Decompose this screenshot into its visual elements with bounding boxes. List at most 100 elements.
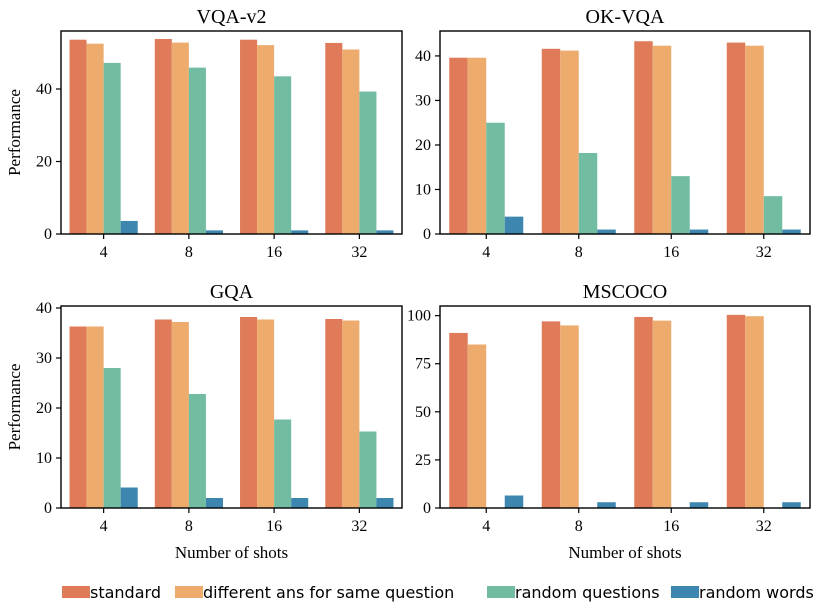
bar-random-words-32: [782, 502, 801, 508]
y-tick-label: 40: [36, 81, 52, 98]
bar-standard-16: [634, 316, 653, 508]
bar-different-ans-for-same-question-16: [652, 45, 672, 234]
chart-title: MSCOCO: [583, 281, 667, 303]
bar-random-questions-4: [103, 62, 121, 235]
bar-random-questions-8: [578, 152, 598, 234]
bar-random-questions-16: [671, 176, 690, 234]
bar-random-words-4: [504, 495, 524, 508]
bar-standard-8: [541, 321, 561, 508]
bar-random-questions-8: [188, 67, 206, 234]
legend-swatch: [175, 586, 203, 598]
bar-standard-32: [726, 314, 746, 508]
legend-swatch: [487, 586, 515, 598]
bar-different-ans-for-same-question-16: [257, 45, 275, 234]
plot-frame: [60, 30, 403, 235]
y-tick-label: 30: [415, 92, 431, 109]
legend-swatch: [671, 586, 699, 598]
bar-different-ans-for-same-question-8: [171, 322, 189, 508]
y-tick-label: 10: [415, 181, 431, 198]
plot-frame: [60, 305, 403, 509]
bar-different-ans-for-same-question-8: [171, 42, 189, 234]
chart-ok-vqa: 0 10 20 30 40 4 8 16 32 OK-VQA: [415, 6, 811, 261]
bar-standard-4: [69, 326, 87, 508]
x-tick-label: 32: [351, 244, 367, 261]
bar-different-ans-for-same-question-4: [467, 57, 487, 235]
x-tick-label: 8: [575, 244, 583, 261]
bar-different-ans-for-same-question-8: [560, 50, 579, 235]
legend-label: random questions: [515, 583, 660, 602]
chart-vqa-v2: 0 20 40 4 8 16 32 VQA-v2 Performance: [5, 6, 403, 261]
legend-item-random-questions: random questions: [487, 583, 660, 602]
bar-standard-32: [325, 319, 343, 508]
bar-random-words-4: [120, 487, 138, 508]
y-tick-label: 20: [415, 137, 431, 154]
bar-random-words-8: [597, 502, 616, 508]
legend-label: standard: [90, 583, 161, 602]
y-tick-label: 0: [44, 226, 52, 243]
legend-item-standard: standard: [62, 583, 161, 602]
bar-random-words-16: [689, 502, 709, 508]
bar-standard-32: [325, 42, 343, 235]
plot-frame: [439, 305, 811, 509]
bar-random-words-4: [120, 220, 138, 234]
bar-different-ans-for-same-question-4: [86, 43, 104, 234]
bar-random-words-4: [504, 216, 524, 234]
bar-random-words-32: [376, 230, 394, 235]
chart-title: GQA: [210, 281, 254, 303]
bar-random-questions-16: [274, 76, 292, 234]
y-tick-label: 50: [415, 404, 431, 421]
bar-random-questions-32: [763, 196, 783, 234]
bar-different-ans-for-same-question-16: [652, 320, 672, 508]
y-tick-label: 20: [36, 400, 52, 417]
y-tick-label: 0: [44, 500, 52, 517]
bar-standard-8: [541, 48, 561, 235]
bar-standard-8: [154, 38, 172, 235]
bar-random-words-16: [689, 229, 709, 234]
bar-random-questions-4: [486, 122, 505, 234]
x-tick-label: 4: [482, 244, 490, 261]
x-axis-label: Number of shots: [568, 543, 681, 562]
legend-swatch: [62, 586, 90, 598]
legend-label: random words: [699, 583, 814, 602]
legend-item-different-ans-for-same-question: different ans for same question: [175, 583, 454, 602]
chart-title: VQA-v2: [197, 6, 267, 28]
legend-label: different ans for same question: [203, 583, 454, 602]
chart-panels: 0 20 40 4 8 16 32 VQA-v2 Performance 0 10 20 30 40 4 8 1…: [5, 6, 811, 562]
bar-random-questions-32: [359, 91, 377, 234]
bar-standard-16: [634, 41, 653, 234]
y-axis-label: Performance: [5, 364, 24, 451]
bar-standard-4: [69, 39, 87, 235]
y-tick-label: 30: [36, 350, 52, 367]
x-tick-label: 8: [185, 518, 193, 535]
bar-random-words-32: [782, 229, 801, 234]
bar-random-words-8: [205, 230, 223, 235]
x-tick-label: 16: [266, 244, 282, 261]
bar-standard-4: [449, 57, 468, 235]
bar-random-words-16: [291, 498, 309, 508]
bar-standard-8: [154, 319, 172, 508]
y-tick-label: 20: [36, 154, 52, 171]
x-axis-label: Number of shots: [175, 543, 288, 562]
y-tick-label: 25: [415, 452, 431, 469]
chart-gqa: 0 10 20 30 40 4 8 16 32 GQA Performance Number of s…: [5, 281, 403, 562]
bar-standard-16: [240, 317, 258, 508]
plot-frame: [439, 30, 811, 235]
y-tick-label: 40: [36, 300, 52, 317]
bar-standard-4: [449, 332, 468, 508]
y-tick-label: 100: [407, 308, 431, 325]
bar-random-questions-4: [103, 368, 121, 508]
y-tick-label: 75: [415, 356, 431, 373]
bar-different-ans-for-same-question-32: [745, 45, 764, 234]
x-tick-label: 16: [663, 518, 679, 535]
bar-different-ans-for-same-question-8: [560, 325, 579, 508]
x-tick-label: 16: [663, 244, 679, 261]
chart-mscoco: 0 25 50 75 100 4 8 16 32 MSCOCO Number of shots: [407, 281, 811, 562]
bar-different-ans-for-same-question-32: [342, 320, 360, 508]
bar-different-ans-for-same-question-4: [467, 344, 487, 508]
legend-item-random-words: random words: [671, 583, 814, 602]
y-tick-label: 10: [36, 450, 52, 467]
x-tick-label: 4: [100, 244, 108, 261]
y-axis-label: Performance: [5, 89, 24, 176]
bar-random-words-16: [291, 230, 309, 235]
